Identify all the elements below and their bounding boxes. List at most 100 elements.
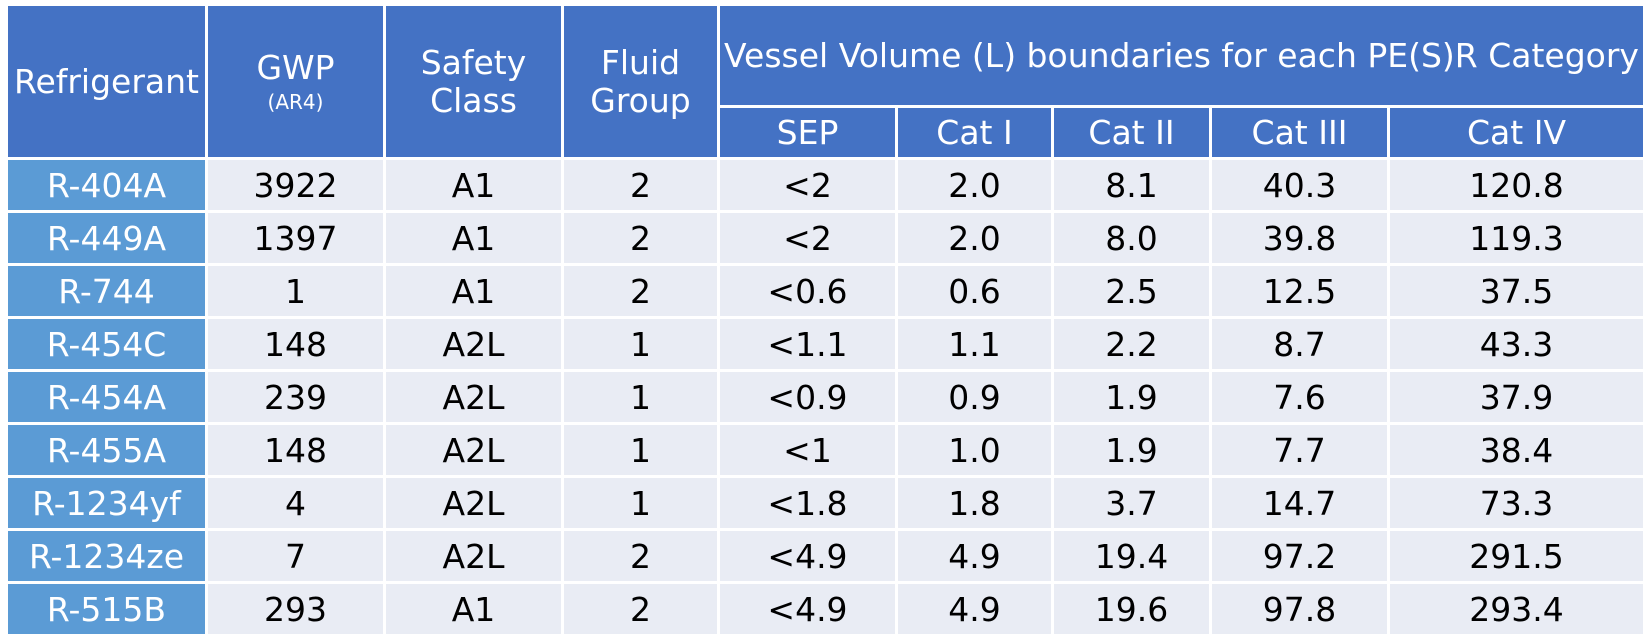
cell-cat-i: 1.1 — [895, 316, 1054, 372]
cell-safety-class: A1 — [383, 581, 564, 637]
header-fluid-group: Fluid Group — [561, 3, 720, 160]
cell-cat-iii: 97.8 — [1209, 581, 1390, 637]
cell-gwp: 7 — [205, 528, 386, 584]
cell-cat-i: 0.9 — [895, 369, 1054, 425]
cell-cat-i: 4.9 — [895, 581, 1054, 637]
cell-gwp: 1 — [205, 263, 386, 319]
cell-sep: <4.9 — [717, 528, 898, 584]
cell-fluid-group: 1 — [561, 316, 720, 372]
cell-cat-ii: 19.6 — [1051, 581, 1212, 637]
cell-cat-iii: 39.8 — [1209, 210, 1390, 266]
cell-fluid-group: 2 — [561, 263, 720, 319]
cell-cat-i: 1.0 — [895, 422, 1054, 478]
cell-sep: <0.6 — [717, 263, 898, 319]
cell-sep: <0.9 — [717, 369, 898, 425]
cell-cat-ii: 2.5 — [1051, 263, 1212, 319]
cell-cat-iii: 40.3 — [1209, 157, 1390, 213]
cell-sep: <1.1 — [717, 316, 898, 372]
cell-cat-iv: 37.5 — [1386, 263, 1647, 319]
cell-cat-ii: 2.2 — [1051, 316, 1212, 372]
cell-sep: <2 — [717, 210, 898, 266]
cell-safety-class: A2L — [383, 528, 564, 584]
header-cat-ii: Cat II — [1051, 105, 1212, 160]
cell-cat-iv: 119.3 — [1386, 210, 1647, 266]
cell-cat-iv: 43.3 — [1386, 316, 1647, 372]
table-row: R-1234ze 7 A2L 2 <4.9 4.9 19.4 97.2 291.… — [5, 528, 1647, 584]
header-cat-iii: Cat III — [1209, 105, 1390, 160]
header-safety-class: Safety Class — [383, 3, 564, 160]
cell-refrigerant: R-454C — [5, 316, 208, 372]
cell-cat-iv: 37.9 — [1386, 369, 1647, 425]
cell-safety-class: A2L — [383, 475, 564, 531]
cell-gwp: 148 — [205, 422, 386, 478]
cell-cat-i: 2.0 — [895, 157, 1054, 213]
table-body: R-404A 3922 A1 2 <2 2.0 8.1 40.3 120.8 R… — [5, 157, 1647, 637]
header-vessel-volume: Vessel Volume (L) boundaries for each PE… — [716, 3, 1647, 108]
header-gwp-subtitle: (AR4) — [267, 89, 324, 114]
cell-refrigerant: R-515B — [5, 581, 208, 637]
cell-cat-i: 1.8 — [895, 475, 1054, 531]
table-header: Refrigerant GWP (AR4) Safety Class Fluid… — [5, 3, 1647, 160]
cell-cat-iii: 14.7 — [1209, 475, 1390, 531]
cell-cat-iii: 7.7 — [1209, 422, 1390, 478]
cell-refrigerant: R-744 — [5, 263, 208, 319]
cell-cat-ii: 19.4 — [1051, 528, 1212, 584]
cell-gwp: 1397 — [205, 210, 386, 266]
cell-refrigerant: R-404A — [5, 157, 208, 213]
cell-cat-iii: 97.2 — [1209, 528, 1390, 584]
cell-cat-ii: 3.7 — [1051, 475, 1212, 531]
cell-refrigerant: R-455A — [5, 422, 208, 478]
cell-fluid-group: 2 — [561, 581, 720, 637]
cell-safety-class: A1 — [383, 157, 564, 213]
header-gwp: GWP (AR4) — [205, 3, 386, 160]
cell-cat-iv: 293.4 — [1386, 581, 1647, 637]
cell-fluid-group: 1 — [561, 369, 720, 425]
cell-fluid-group: 1 — [561, 475, 720, 531]
header-refrigerant: Refrigerant — [5, 3, 208, 160]
cell-cat-ii: 1.9 — [1051, 422, 1212, 478]
cell-sep: <2 — [717, 157, 898, 213]
header-sep: SEP — [717, 105, 898, 160]
cell-gwp: 3922 — [205, 157, 386, 213]
cell-gwp: 4 — [205, 475, 386, 531]
cell-cat-iii: 8.7 — [1209, 316, 1390, 372]
header-gwp-label: GWP — [256, 48, 335, 88]
cell-gwp: 293 — [205, 581, 386, 637]
cell-safety-class: A2L — [383, 369, 564, 425]
table-row: R-744 1 A1 2 <0.6 0.6 2.5 12.5 37.5 — [5, 263, 1647, 319]
table-row: R-449A 1397 A1 2 <2 2.0 8.0 39.8 119.3 — [5, 210, 1647, 266]
cell-cat-iv: 120.8 — [1386, 157, 1647, 213]
header-cat-i: Cat I — [895, 105, 1054, 160]
table-row: R-454A 239 A2L 1 <0.9 0.9 1.9 7.6 37.9 — [5, 369, 1647, 425]
header-cat-iv: Cat IV — [1386, 105, 1647, 160]
table-row: R-1234yf 4 A2L 1 <1.8 1.8 3.7 14.7 73.3 — [5, 475, 1647, 531]
cell-cat-iii: 7.6 — [1209, 369, 1390, 425]
cell-refrigerant: R-1234ze — [5, 528, 208, 584]
cell-cat-iv: 291.5 — [1386, 528, 1647, 584]
table-row: R-404A 3922 A1 2 <2 2.0 8.1 40.3 120.8 — [5, 157, 1647, 213]
cell-cat-iv: 73.3 — [1386, 475, 1647, 531]
cell-refrigerant: R-454A — [5, 369, 208, 425]
cell-fluid-group: 2 — [561, 528, 720, 584]
cell-cat-ii: 8.1 — [1051, 157, 1212, 213]
cell-gwp: 239 — [205, 369, 386, 425]
cell-sep: <1 — [717, 422, 898, 478]
cell-fluid-group: 2 — [561, 157, 720, 213]
cell-cat-i: 2.0 — [895, 210, 1054, 266]
cell-safety-class: A1 — [383, 210, 564, 266]
refrigerant-table-container: Refrigerant GWP (AR4) Safety Class Fluid… — [5, 3, 1647, 637]
cell-fluid-group: 2 — [561, 210, 720, 266]
cell-refrigerant: R-449A — [5, 210, 208, 266]
cell-sep: <1.8 — [717, 475, 898, 531]
cell-refrigerant: R-1234yf — [5, 475, 208, 531]
refrigerant-table: Refrigerant GWP (AR4) Safety Class Fluid… — [5, 3, 1647, 637]
cell-safety-class: A1 — [383, 263, 564, 319]
cell-sep: <4.9 — [717, 581, 898, 637]
table-row: R-515B 293 A1 2 <4.9 4.9 19.6 97.8 293.4 — [5, 581, 1647, 637]
cell-cat-i: 4.9 — [895, 528, 1054, 584]
cell-cat-ii: 1.9 — [1051, 369, 1212, 425]
cell-cat-ii: 8.0 — [1051, 210, 1212, 266]
cell-gwp: 148 — [205, 316, 386, 372]
cell-cat-iv: 38.4 — [1386, 422, 1647, 478]
table-row: R-454C 148 A2L 1 <1.1 1.1 2.2 8.7 43.3 — [5, 316, 1647, 372]
